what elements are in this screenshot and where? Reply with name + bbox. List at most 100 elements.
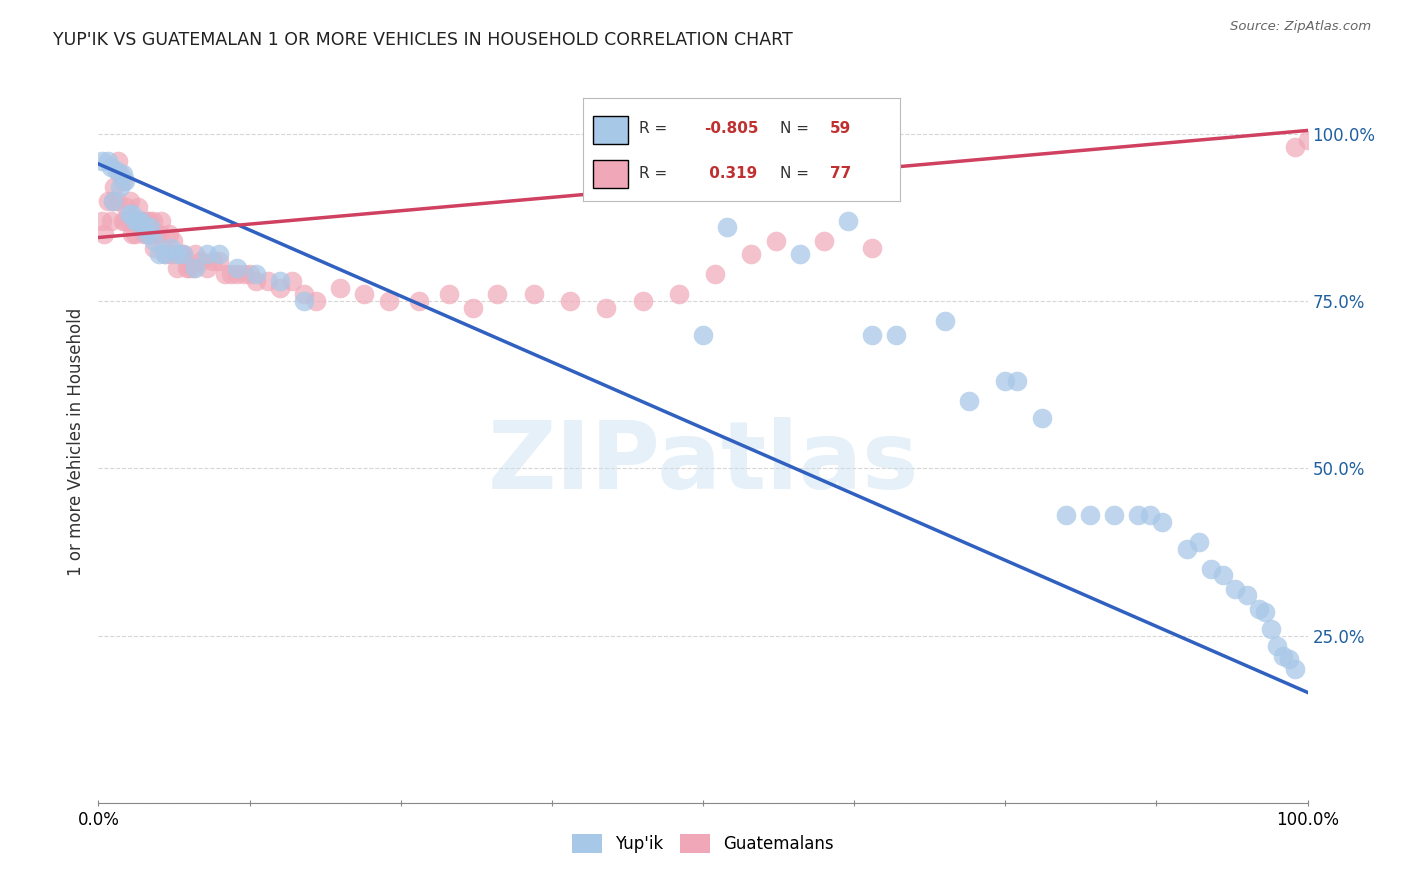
Point	[115, 201, 138, 215]
Point	[160, 247, 183, 261]
Point	[111, 214, 134, 228]
Point	[245, 268, 267, 282]
Point	[195, 260, 218, 275]
Point	[135, 227, 157, 242]
Point	[558, 294, 581, 309]
Point	[245, 274, 267, 288]
Point	[160, 241, 183, 255]
Point	[463, 301, 485, 315]
Point	[93, 227, 115, 242]
Text: Source: ZipAtlas.com: Source: ZipAtlas.com	[1230, 20, 1371, 33]
Point	[1031, 411, 1053, 425]
Point	[740, 247, 762, 261]
Point	[129, 214, 152, 228]
Point	[668, 287, 690, 301]
Point	[129, 214, 152, 228]
Text: R =: R =	[638, 166, 666, 180]
Point	[595, 301, 617, 315]
Point	[124, 214, 146, 228]
Point	[100, 161, 122, 175]
Point	[166, 260, 188, 275]
Point	[1296, 134, 1319, 148]
Point	[145, 227, 167, 242]
Point	[377, 294, 399, 309]
Point	[111, 173, 134, 188]
Point	[181, 260, 204, 275]
Point	[305, 294, 328, 309]
Point	[121, 227, 143, 242]
Point	[118, 207, 141, 221]
Point	[166, 247, 188, 261]
Point	[153, 247, 176, 261]
Point	[292, 294, 315, 309]
Point	[1102, 508, 1125, 523]
Point	[1188, 534, 1211, 549]
Point	[269, 274, 291, 288]
Point	[353, 287, 375, 301]
Point	[148, 247, 170, 261]
Point	[1236, 589, 1258, 603]
Text: 77: 77	[830, 166, 852, 180]
Point	[1128, 508, 1150, 523]
Point	[148, 227, 170, 242]
Point	[135, 214, 157, 228]
Point	[105, 194, 128, 208]
Point	[226, 268, 249, 282]
Point	[184, 260, 207, 275]
Point	[860, 327, 883, 342]
Point	[134, 220, 156, 235]
Point	[1175, 541, 1198, 556]
Point	[139, 227, 162, 242]
Text: -0.805: -0.805	[704, 121, 758, 136]
Point	[1139, 508, 1161, 523]
Point	[994, 375, 1017, 389]
Point	[195, 247, 218, 261]
Point	[329, 281, 352, 295]
Point	[105, 163, 128, 178]
Point	[124, 227, 146, 242]
Point	[256, 274, 278, 288]
Point	[107, 153, 129, 168]
Point	[101, 194, 124, 208]
Point	[118, 214, 141, 228]
Point	[523, 287, 546, 301]
Point	[142, 214, 165, 228]
Point	[134, 227, 156, 242]
Point	[208, 254, 231, 268]
Point	[1212, 568, 1234, 582]
Point	[1260, 622, 1282, 636]
Point	[153, 247, 176, 261]
Point	[138, 214, 160, 228]
Point	[1223, 582, 1246, 596]
Text: N =: N =	[779, 121, 808, 136]
Point	[131, 214, 153, 228]
Point	[202, 254, 225, 268]
Point	[1278, 652, 1301, 666]
Point	[1284, 662, 1306, 676]
Point	[437, 287, 460, 301]
Point	[124, 214, 146, 228]
Point	[91, 153, 114, 168]
Point	[860, 241, 883, 255]
Point	[176, 260, 198, 275]
Point	[121, 207, 143, 221]
Legend: Yup'ik, Guatemalans: Yup'ik, Guatemalans	[565, 827, 841, 860]
Point	[108, 167, 131, 181]
Point	[704, 268, 727, 282]
Point	[127, 214, 149, 228]
Text: YUP'IK VS GUATEMALAN 1 OR MORE VEHICLES IN HOUSEHOLD CORRELATION CHART: YUP'IK VS GUATEMALAN 1 OR MORE VEHICLES …	[53, 31, 793, 49]
FancyBboxPatch shape	[593, 160, 627, 188]
Y-axis label: 1 or more Vehicles in Household: 1 or more Vehicles in Household	[66, 308, 84, 575]
Point	[716, 220, 738, 235]
Text: N =: N =	[779, 166, 808, 180]
Point	[1267, 639, 1289, 653]
Point	[1054, 508, 1077, 523]
Point	[169, 247, 191, 261]
Point	[101, 194, 124, 208]
Point	[179, 260, 201, 275]
Point	[292, 287, 315, 301]
Point	[127, 214, 149, 228]
Point	[100, 214, 122, 228]
Point	[114, 173, 136, 188]
Point	[114, 214, 136, 228]
